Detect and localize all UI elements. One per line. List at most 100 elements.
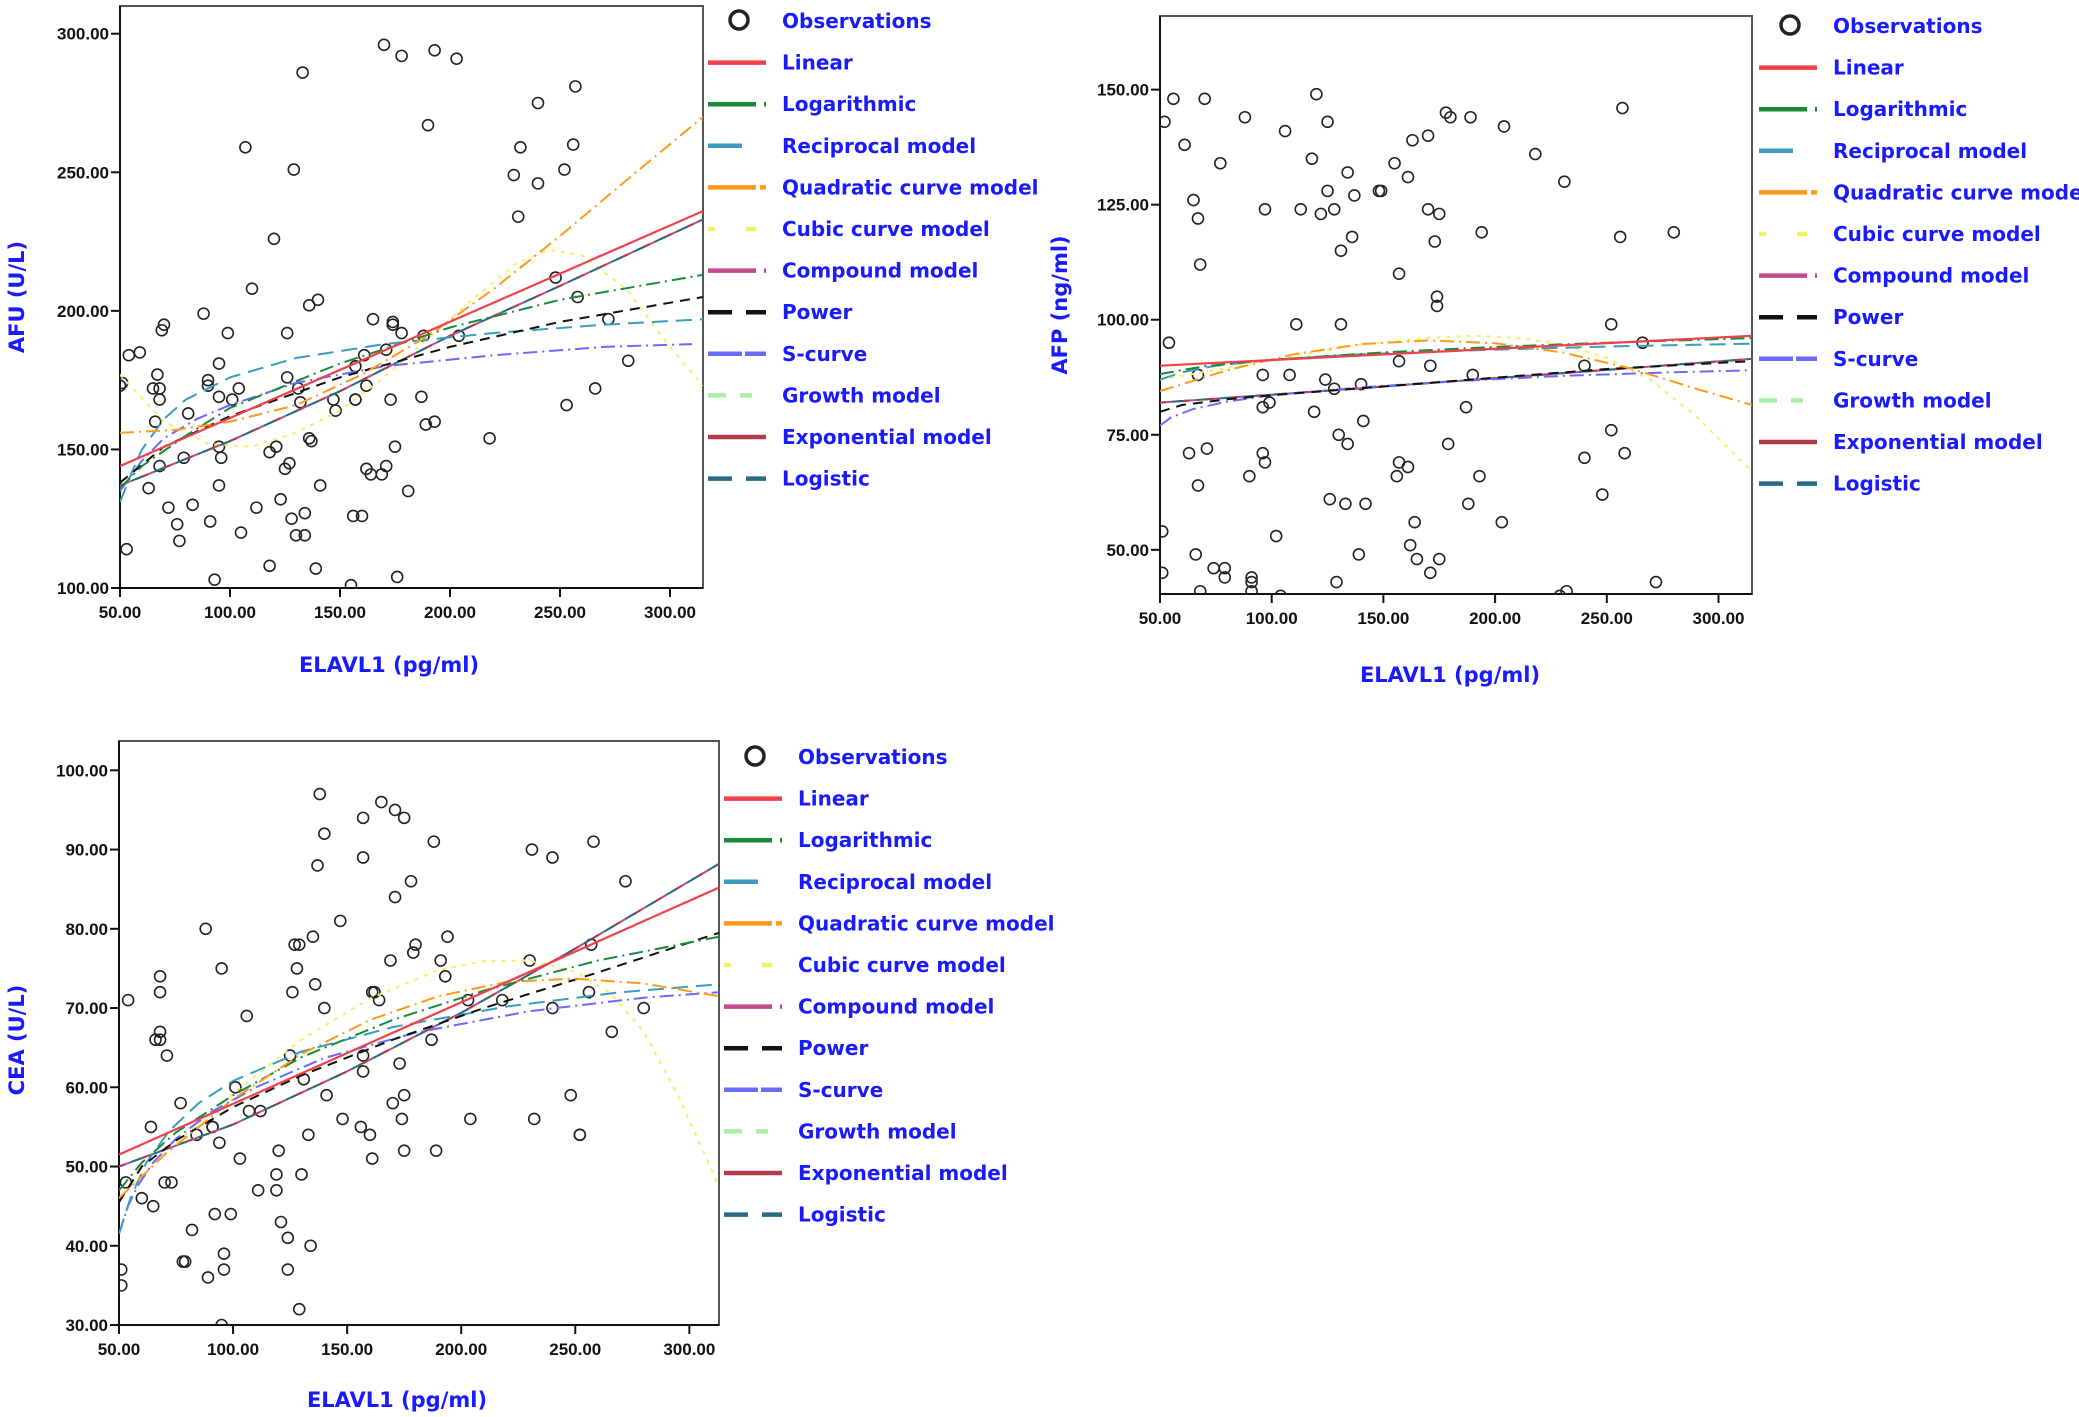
observation-point [546,851,559,864]
observation-point [1348,189,1361,202]
legend-label: Logistic [798,1203,886,1227]
y-tick-label: 250.00 [57,163,109,182]
legend-item-logistic: Logistic [724,1203,886,1227]
legend-item-scurve: S-curve [1759,347,1918,371]
observation-point [346,509,360,523]
legend-item-scurve: S-curve [708,342,867,366]
observation-point [1334,244,1348,257]
observation-point [566,138,580,151]
observation-point [239,141,252,154]
y-tick-label: 100.00 [1097,311,1149,330]
observation-point [1327,202,1341,216]
observation-point [305,434,318,448]
observation-point [135,1191,149,1205]
observation-point [365,1152,379,1165]
observation-point [288,938,301,951]
observation-point [637,1001,651,1015]
x-tick-label: 200.00 [1469,609,1521,628]
observation-point [1258,202,1272,216]
legend-label: Linear [782,51,853,75]
observation-point [558,163,571,176]
observation-point [1189,548,1203,561]
legend-swatch-circle [1779,14,1801,36]
observation-point [1596,488,1609,501]
observation-point [306,930,320,944]
observation-point [280,371,294,384]
observation-point [588,382,602,395]
legend-item-compound: Compound model [1759,264,2029,288]
observation-point [525,843,539,856]
observation-point [390,570,404,584]
curve-quadratic [120,116,703,434]
legend-item-growth: Growth model [1759,388,1992,412]
observation-point [1408,515,1421,529]
observation-point [208,573,221,586]
curve-logarithmic [119,935,719,1191]
curve-logarithmic [120,273,703,489]
plot-frame [118,740,720,1326]
observation-point [298,506,312,520]
observation-point [1339,497,1352,511]
x-tick-label: 200.00 [435,1340,487,1359]
observation-point [146,382,160,395]
observation-point [1461,497,1475,511]
observation-point [1649,575,1663,589]
observation-point [1332,428,1346,442]
legend-label: Logarithmic [782,92,916,116]
x-tick-label: 250.00 [534,603,586,622]
x-tick-label: 300.00 [663,1340,715,1359]
observation-point [415,390,428,404]
legend-item-reciprocal: Reciprocal model [724,870,992,894]
x-tick-label: 100.00 [204,603,256,622]
observation-point [438,970,452,983]
curve-reciprocal [120,318,703,503]
observation-point [564,1088,578,1102]
observation-point [1341,166,1354,179]
legend-label: Observations [782,9,931,33]
observation-point [621,354,635,368]
observation-point [120,376,129,390]
observation-point [1160,525,1169,538]
observation-point [1354,377,1368,391]
observation-point [201,1271,215,1284]
observation-point [428,44,441,57]
observation-point [507,168,521,182]
observation-point [186,498,199,512]
observation-point [302,299,316,312]
legend-label: Logarithmic [1833,97,1967,121]
observation-point [1162,336,1176,350]
observation-point [1307,405,1321,419]
observation-point [240,1009,254,1023]
observation-point [1334,318,1348,331]
fit-curves [119,862,719,1235]
observation-point [1191,479,1205,492]
observation-point [1310,87,1323,101]
observation-point [1305,152,1319,165]
legend-label: Quadratic curve model [798,911,1054,935]
legend-label: Power [1833,305,1903,329]
observation-point [1319,373,1332,386]
observation-point [153,382,166,395]
observation-point [464,1112,477,1126]
observation-point [1613,230,1627,244]
legend-label: S-curve [1833,347,1918,371]
observation-point [419,418,433,431]
legend-label: S-curve [798,1078,883,1102]
observation-point [395,49,408,63]
observation-point [421,118,435,132]
legend-item-exponential: Exponential model [708,425,992,449]
plot-frame [1159,15,1753,595]
observation-point [395,1112,409,1126]
observations [1160,87,1681,594]
observation-point [1245,575,1258,589]
observation-point [221,326,235,340]
observation-point [153,985,167,999]
observation-point [1289,318,1303,331]
observation-point [1441,437,1455,451]
legend-item-observations: Observations [744,745,947,769]
legend-item-quadratic: Quadratic curve model [724,911,1054,935]
observation-point [379,459,393,473]
observation-point [1529,147,1542,161]
y-tick-label: 30.00 [65,1316,108,1335]
observation-point [122,348,136,362]
